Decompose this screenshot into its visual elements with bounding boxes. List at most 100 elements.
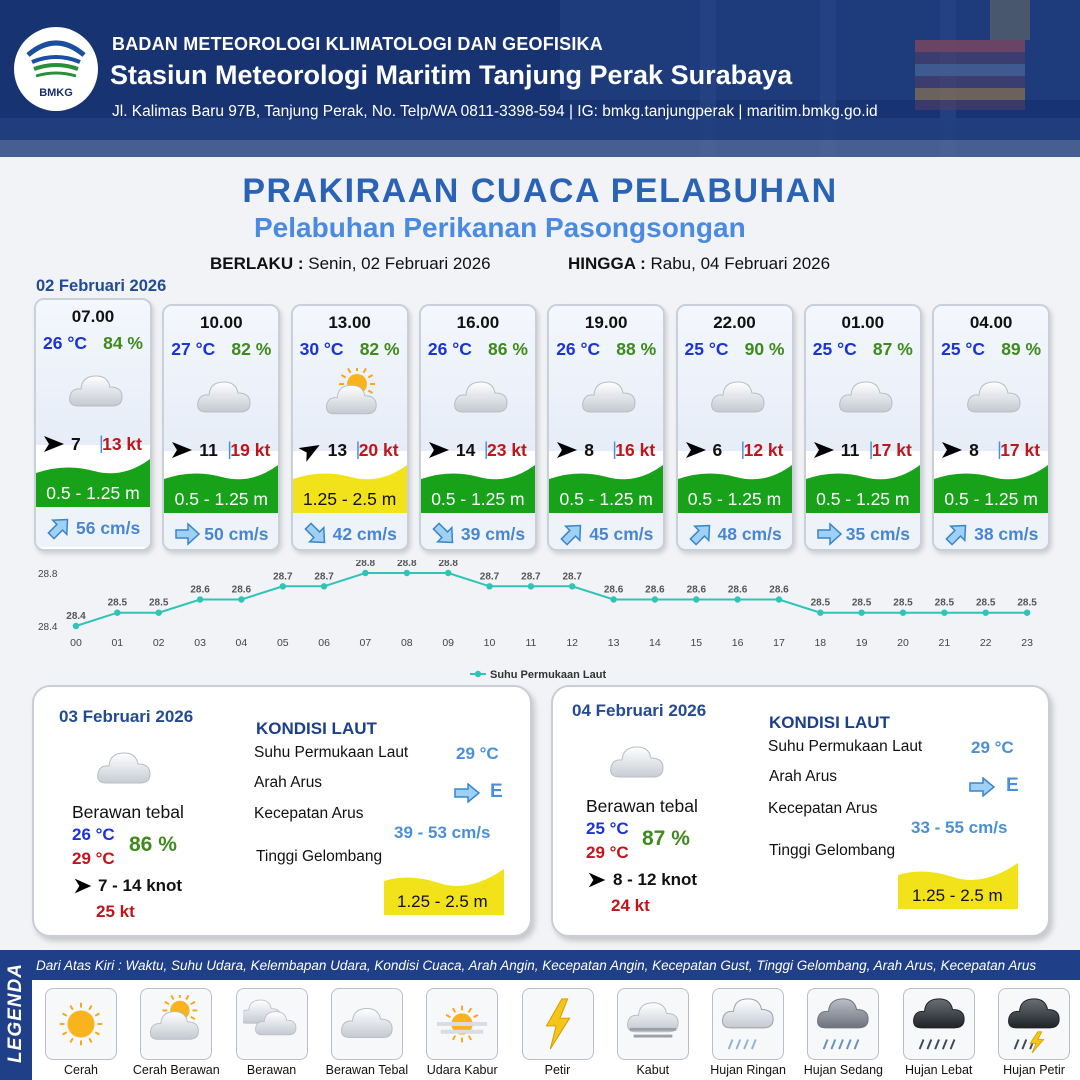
day-wind: 8 - 12 knot xyxy=(613,870,698,889)
wind-gust: 17 kt xyxy=(1000,440,1041,460)
current-row: 35 cm/s xyxy=(805,513,920,549)
current-arrow-icon xyxy=(945,524,967,546)
wind-row: 13 | 20 kt xyxy=(293,438,407,462)
data-label: 28.6 xyxy=(604,585,624,596)
cerah-berawan-icon xyxy=(325,368,377,415)
day-panel-1: 04 Februari 2026 Berawan tebal 25 °C 29 … xyxy=(551,685,1050,937)
legend-item-label: Petir xyxy=(544,1063,571,1077)
legend-item-label: Cerah Berawan xyxy=(132,1063,220,1077)
y-tick-label: 28.4 xyxy=(38,622,58,633)
berawan-tebal-icon xyxy=(967,381,1021,413)
day-temp-min: 26 °C xyxy=(72,825,115,844)
sst-chart: 28.8 28.4 28.4 00 28.5 01 28.5 02 28.6 03 28.6 04 28… xyxy=(38,560,1037,681)
wind-gust: 13 kt xyxy=(102,434,142,454)
wave-height-icon xyxy=(292,465,407,513)
wind-arrow-icon xyxy=(172,442,193,458)
sst-value: 29 °C xyxy=(971,738,1014,757)
forecast-temp: 26 °C xyxy=(43,333,87,353)
data-point xyxy=(569,583,576,590)
wave-height-icon xyxy=(549,465,664,513)
wind-row: 11 | 17 kt xyxy=(806,438,920,462)
data-label: 28.5 xyxy=(935,598,955,609)
day-temp-min: 25 °C xyxy=(586,819,629,838)
x-tick-label: 09 xyxy=(442,637,454,649)
forecast-card: 16.00 26 °C 86 % 14 | 23 kt 0.5 - 1.25 m 39 cm/… xyxy=(418,304,537,551)
wind-separator: | xyxy=(997,439,1002,459)
current-speed: 39 cm/s xyxy=(460,524,526,544)
wave-height: 1.25 - 2.5 m xyxy=(302,489,397,509)
x-tick-label: 17 xyxy=(773,637,785,649)
forecast-temp: 26 °C xyxy=(556,339,601,359)
current-arrow-icon xyxy=(688,524,710,546)
data-label: 28.5 xyxy=(811,598,831,609)
forecast-humidity: 86 % xyxy=(488,339,528,359)
legend-description-bar: Dari Atas Kiri : Waktu, Suhu Udara, Kele… xyxy=(32,950,1080,980)
day1-date: 02 Februari 2026 xyxy=(36,277,167,295)
berawan-tebal-icon xyxy=(610,746,664,778)
kabut-icon xyxy=(626,1002,679,1038)
legend-item-label: Cerah xyxy=(63,1063,99,1077)
x-tick-label: 04 xyxy=(236,637,248,649)
hujan-lebat-icon xyxy=(912,998,965,1050)
wind-arrow-icon xyxy=(557,442,578,458)
forecast-temp: 27 °C xyxy=(171,339,216,359)
wind-row: 8 | 16 kt xyxy=(549,438,663,462)
valid-to-value: Rabu, 04 Februari 2026 xyxy=(650,254,831,273)
data-label: 28.6 xyxy=(769,585,789,596)
x-tick-label: 03 xyxy=(194,637,206,649)
x-tick-label: 15 xyxy=(690,637,702,649)
wind-speed: 14 xyxy=(455,440,476,460)
day-date: 03 Februari 2026 xyxy=(59,707,194,726)
wave-height: 0.5 - 1.25 m xyxy=(431,489,525,509)
forecast-humidity: 89 % xyxy=(1001,339,1042,359)
data-point xyxy=(196,596,204,603)
x-tick-label: 06 xyxy=(318,637,330,649)
station-address: Jl. Kalimas Baru 97B, Tanjung Perak, No.… xyxy=(112,103,878,120)
data-label: 28.6 xyxy=(232,585,252,596)
berawan-tebal-icon xyxy=(838,381,893,413)
data-label: 28.7 xyxy=(314,571,334,582)
data-point xyxy=(238,596,245,603)
berawan-tebal-icon xyxy=(197,381,251,413)
hujan-ringan-icon xyxy=(722,998,774,1050)
x-tick-label: 07 xyxy=(360,637,372,649)
valid-to-label: HINGGA : xyxy=(568,254,646,273)
data-point xyxy=(403,569,410,577)
forecast-time: 19.00 xyxy=(584,313,628,332)
data-label: 28.5 xyxy=(893,598,913,609)
wind-arrow-icon xyxy=(588,872,606,888)
y-tick-label: 28.8 xyxy=(38,569,58,580)
cerah-icon xyxy=(59,1002,103,1046)
current-arrow-icon xyxy=(432,522,454,544)
data-point xyxy=(486,583,493,590)
data-point xyxy=(899,609,907,616)
current-speed: 45 cm/s xyxy=(589,524,654,544)
x-tick-label: 02 xyxy=(153,637,165,649)
wave-height-icon xyxy=(164,465,279,513)
wave-height: 0.5 - 1.25 m xyxy=(944,489,1038,509)
agency-name: BADAN METEOROLOGI KLIMATOLOGI DAN GEOFIS… xyxy=(112,34,603,54)
x-tick-label: 23 xyxy=(1021,637,1033,649)
wave-height-icon xyxy=(384,869,504,915)
kondisi-laut-heading: KONDISI LAUT xyxy=(769,713,890,732)
wind-speed: 8 xyxy=(969,440,979,460)
legend-item-label: Hujan Sedang xyxy=(803,1063,883,1077)
data-label: 28.5 xyxy=(1017,598,1037,609)
wind-arrow-icon xyxy=(685,442,706,458)
day-condition: Berawan tebal xyxy=(586,796,698,816)
day-date: 04 Februari 2026 xyxy=(572,701,707,720)
legend-item xyxy=(45,988,117,1060)
petir-icon xyxy=(545,998,570,1050)
data-label: 28.4 xyxy=(66,611,86,622)
wave-height-icon xyxy=(898,863,1018,909)
card-top xyxy=(677,306,792,451)
wave-height-value: 1.25 - 2.5 m xyxy=(912,886,1003,905)
current-dir-value: E xyxy=(1006,775,1019,796)
udara-kabur-icon xyxy=(437,1005,488,1043)
current-arrow-icon xyxy=(47,518,69,540)
cerah-berawan-icon xyxy=(150,995,200,1040)
x-tick-label: 11 xyxy=(525,637,536,649)
forecast-card: 01.00 25 °C 87 % 11 | 17 kt 0.5 - 1.25 m 35 cm/… xyxy=(803,304,922,551)
day-gust: 24 kt xyxy=(611,896,650,915)
legend-item-label: Hujan Lebat xyxy=(904,1063,973,1077)
